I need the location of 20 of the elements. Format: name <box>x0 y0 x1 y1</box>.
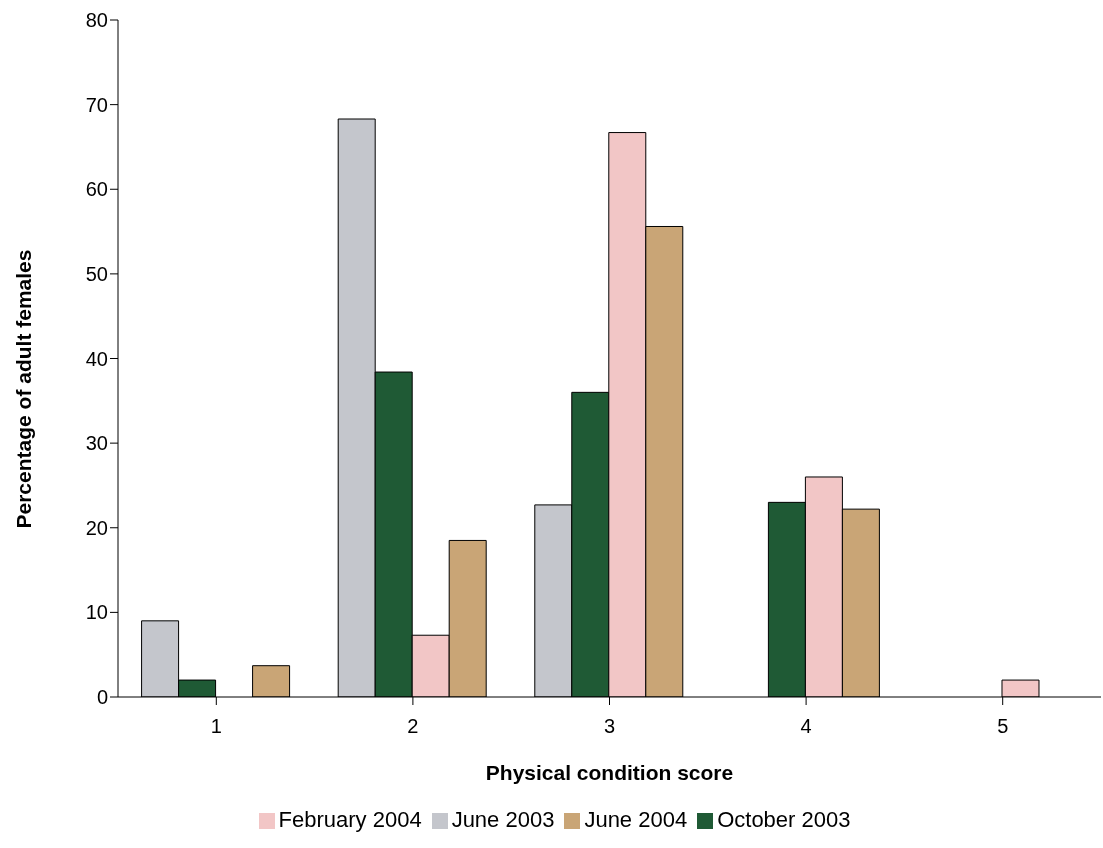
y-tick-label: 50 <box>85 262 108 285</box>
y-tick-label: 80 <box>85 9 108 32</box>
y-tick-label: 70 <box>85 93 108 116</box>
x-tick-label: 4 <box>800 715 812 738</box>
legend-label: February 2004 <box>278 807 422 832</box>
legend-label: June 2004 <box>584 807 688 832</box>
legend-label: October 2003 <box>717 807 851 832</box>
y-tick-label: 40 <box>85 347 108 370</box>
y-tick-label: 10 <box>85 601 108 624</box>
x-tick-label: 5 <box>997 715 1009 738</box>
x-tick-label: 2 <box>407 715 419 738</box>
y-tick-label: 60 <box>85 178 108 201</box>
y-tick-label: 30 <box>85 432 108 455</box>
y-tick-label: 20 <box>85 516 108 539</box>
x-axis-title: Physical condition score <box>485 760 734 784</box>
x-tick-label: 3 <box>603 715 616 738</box>
legend-label: June 2003 <box>451 807 555 832</box>
y-tick-label: 0 <box>96 686 108 709</box>
x-tick-label: 1 <box>210 715 222 738</box>
y-axis-title: Percentage of adult females <box>12 249 36 529</box>
